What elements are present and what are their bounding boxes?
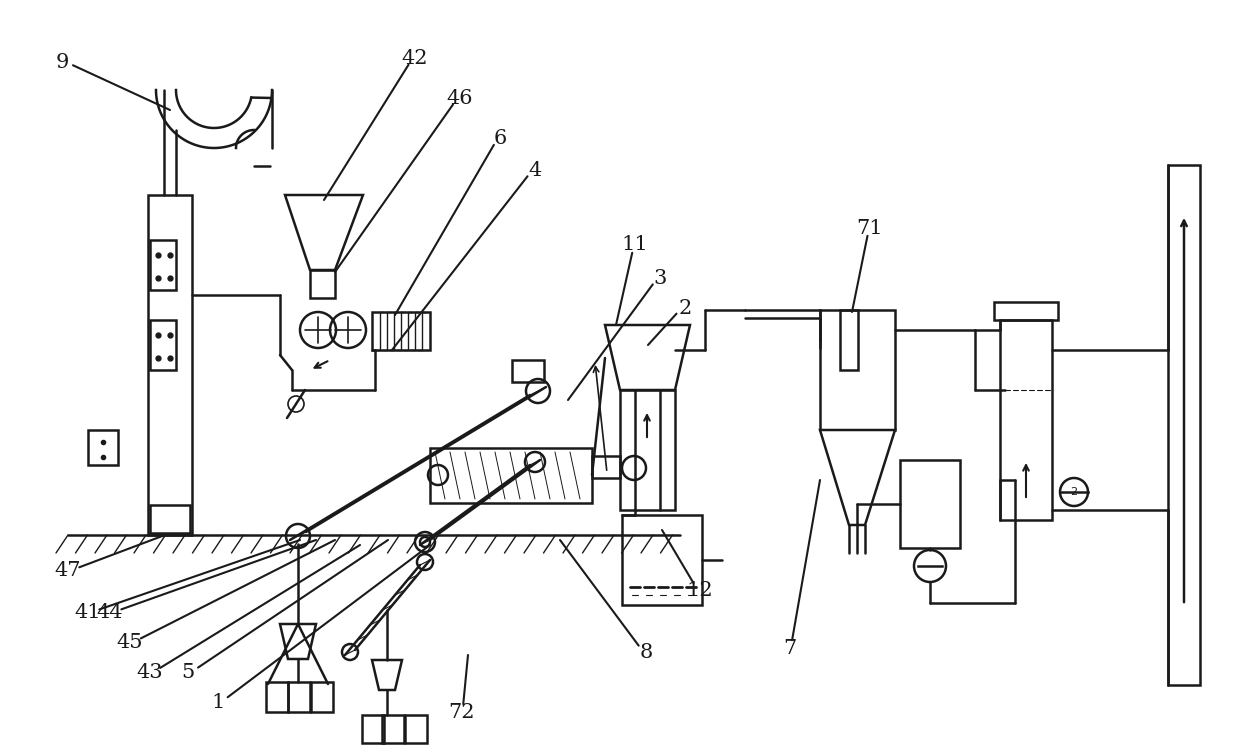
- Bar: [405, 715, 427, 743]
- Text: 43: 43: [136, 662, 164, 681]
- Bar: [372, 312, 430, 350]
- Bar: [900, 460, 960, 548]
- Bar: [362, 715, 384, 743]
- Polygon shape: [820, 430, 895, 525]
- Bar: [622, 515, 702, 605]
- Polygon shape: [605, 325, 689, 390]
- Text: 47: 47: [55, 560, 82, 580]
- Text: 2: 2: [678, 299, 692, 318]
- Bar: [430, 448, 591, 503]
- Polygon shape: [280, 624, 316, 659]
- Text: 8: 8: [640, 643, 652, 662]
- Bar: [267, 682, 288, 712]
- Text: 46: 46: [446, 88, 474, 107]
- Text: 7: 7: [784, 639, 796, 658]
- Polygon shape: [285, 195, 363, 270]
- Text: 3: 3: [653, 268, 667, 287]
- Bar: [88, 430, 118, 465]
- Text: 9: 9: [56, 52, 68, 72]
- Text: 41: 41: [74, 603, 102, 621]
- Bar: [620, 390, 675, 510]
- Bar: [839, 310, 858, 370]
- Text: 6: 6: [494, 129, 507, 147]
- Bar: [512, 360, 544, 382]
- Text: 71: 71: [857, 218, 883, 237]
- Bar: [310, 270, 335, 298]
- Text: 42: 42: [402, 48, 428, 67]
- Bar: [150, 320, 176, 370]
- Bar: [311, 682, 334, 712]
- Polygon shape: [372, 660, 402, 690]
- Text: 12: 12: [687, 581, 713, 600]
- Bar: [994, 302, 1058, 320]
- Text: 1: 1: [211, 692, 224, 711]
- Text: 2: 2: [1070, 487, 1078, 497]
- Bar: [999, 320, 1052, 520]
- Text: 11: 11: [621, 236, 649, 255]
- Bar: [591, 456, 620, 478]
- Bar: [382, 715, 404, 743]
- Bar: [150, 240, 176, 290]
- Text: 44: 44: [97, 603, 123, 621]
- Text: 72: 72: [449, 702, 475, 721]
- Text: 45: 45: [117, 633, 144, 652]
- Bar: [1168, 165, 1200, 685]
- Bar: [150, 505, 190, 533]
- Bar: [288, 682, 310, 712]
- Bar: [820, 310, 895, 430]
- Text: 5: 5: [181, 662, 195, 681]
- Bar: [148, 195, 192, 535]
- Text: 4: 4: [528, 160, 542, 179]
